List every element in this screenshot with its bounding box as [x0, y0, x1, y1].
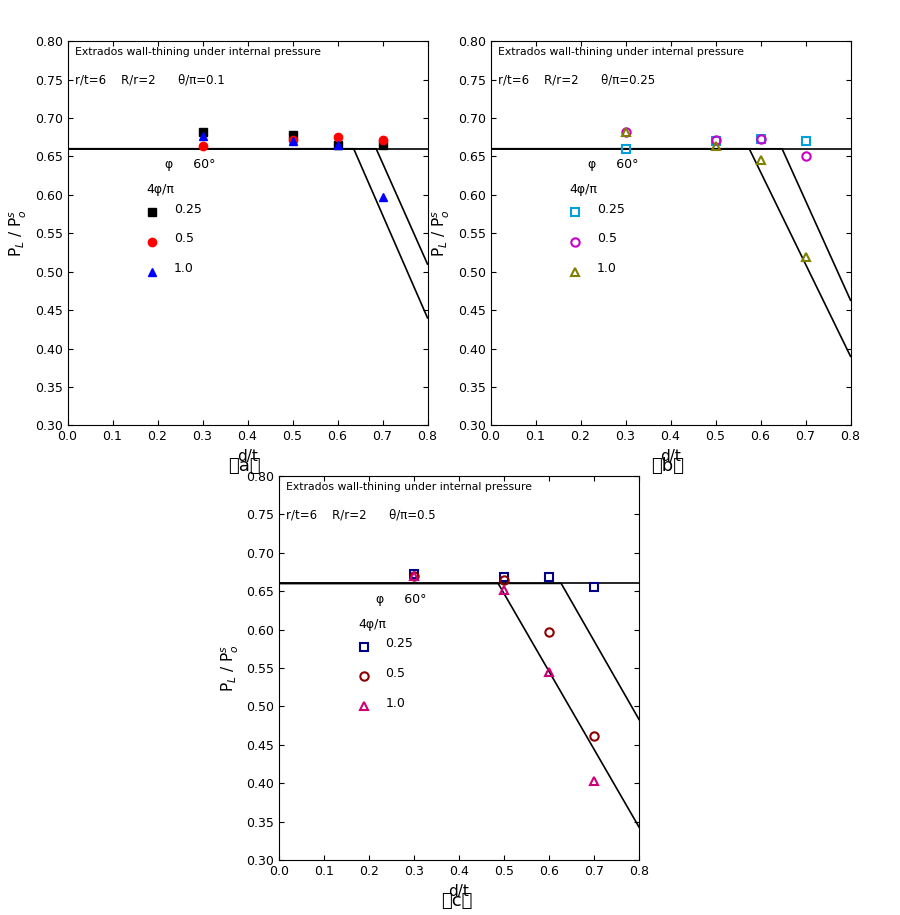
Text: 4φ/π: 4φ/π	[147, 183, 175, 197]
Y-axis label: P$_L$ / P$^s_o$: P$_L$ / P$^s_o$	[431, 210, 452, 257]
X-axis label: d/t: d/t	[448, 884, 470, 899]
Text: r/t=6    R/r=2      θ/π=0.5: r/t=6 R/r=2 θ/π=0.5	[286, 509, 436, 522]
Text: 4φ/π: 4φ/π	[570, 183, 598, 197]
Text: Extrados wall-thining under internal pressure: Extrados wall-thining under internal pre…	[75, 47, 320, 57]
Text: r/t=6    R/r=2      θ/π=0.25: r/t=6 R/r=2 θ/π=0.25	[498, 74, 655, 87]
Text: （a）: （a）	[229, 458, 261, 476]
Text: 0.25: 0.25	[385, 637, 413, 651]
Text: 1.0: 1.0	[174, 263, 194, 275]
Y-axis label: P$_L$ / P$^s_o$: P$_L$ / P$^s_o$	[8, 210, 29, 257]
Text: （c）: （c）	[442, 892, 472, 910]
Text: 1.0: 1.0	[597, 263, 617, 275]
Text: 0.5: 0.5	[174, 232, 194, 245]
X-axis label: d/t: d/t	[237, 449, 258, 464]
Text: r/t=6    R/r=2      θ/π=0.1: r/t=6 R/r=2 θ/π=0.1	[75, 74, 224, 87]
Text: （b）: （b）	[652, 458, 684, 476]
Text: 0.5: 0.5	[385, 667, 405, 680]
Text: Extrados wall-thining under internal pressure: Extrados wall-thining under internal pre…	[286, 481, 532, 491]
Text: φ     60°: φ 60°	[165, 158, 215, 171]
Text: Extrados wall-thining under internal pressure: Extrados wall-thining under internal pre…	[498, 47, 743, 57]
Text: 0.5: 0.5	[597, 232, 617, 245]
X-axis label: d/t: d/t	[660, 449, 681, 464]
Text: 0.25: 0.25	[174, 202, 202, 216]
Text: 4φ/π: 4φ/π	[358, 618, 386, 631]
Text: φ     60°: φ 60°	[588, 158, 638, 171]
Text: φ     60°: φ 60°	[376, 593, 427, 606]
Text: 1.0: 1.0	[385, 697, 405, 710]
Y-axis label: P$_L$ / P$^s_o$: P$_L$ / P$^s_o$	[220, 644, 240, 692]
Text: 0.25: 0.25	[597, 202, 625, 216]
